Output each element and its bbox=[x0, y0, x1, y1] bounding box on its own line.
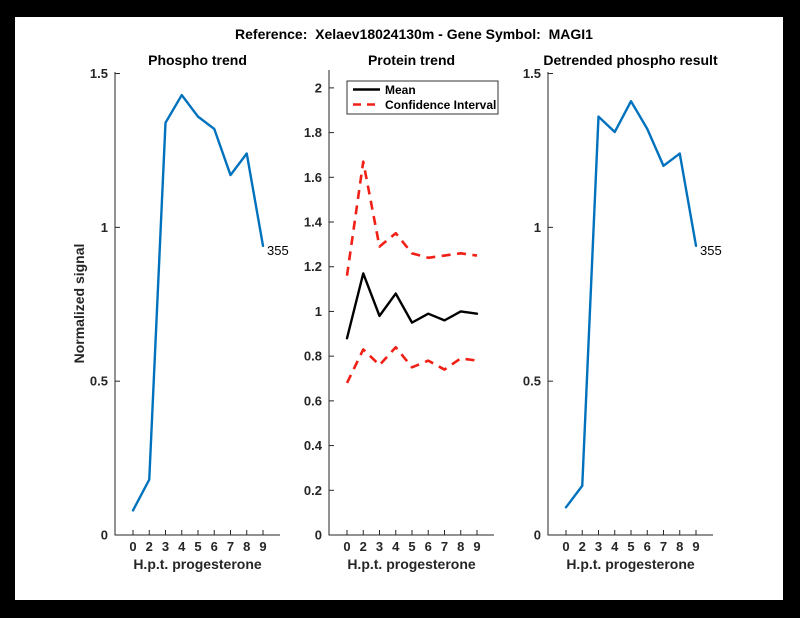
x-tick-label: 3 bbox=[595, 539, 602, 554]
y-axis-label: Normalized signal bbox=[71, 244, 87, 364]
subplot-2: 00.20.40.60.811.21.41.61.820 2 3 4 5 6 7 8 9Prot… bbox=[304, 52, 499, 572]
x-tick-label: 0 bbox=[343, 539, 350, 554]
y-tick-label: 0.6 bbox=[304, 393, 322, 408]
figure-window: Reference: Xelaev18024130m - Gene Symbol… bbox=[15, 17, 783, 600]
y-tick-label: 1.2 bbox=[304, 259, 322, 274]
y-tick-label: 0.8 bbox=[304, 349, 322, 364]
series-confidence-interval-lower bbox=[345, 345, 478, 384]
x-tick-label: 3 bbox=[376, 539, 383, 554]
y-tick-label: 0 bbox=[315, 528, 322, 543]
x-tick-label: 6 bbox=[644, 539, 651, 554]
x-tick-label: 2 bbox=[146, 539, 153, 554]
y-tick-label: 1 bbox=[101, 220, 108, 235]
series-detrended-signal bbox=[564, 100, 698, 509]
x-tick-label: 7 bbox=[227, 539, 234, 554]
y-tick-label: 1.6 bbox=[304, 170, 322, 185]
x-tick-label: 9 bbox=[259, 539, 266, 554]
x-tick-label: 5 bbox=[627, 539, 634, 554]
x-axis-label: H.p.t. progesterone bbox=[347, 556, 476, 572]
subplot-title: Detrended phospho result bbox=[543, 52, 718, 68]
y-tick-label: 1.5 bbox=[90, 66, 108, 81]
y-tick-label: 0.4 bbox=[304, 438, 323, 453]
x-tick-label: 4 bbox=[178, 539, 186, 554]
y-tick-label: 0 bbox=[101, 528, 108, 543]
series-mean bbox=[345, 272, 479, 340]
series-end-label: 355 bbox=[700, 243, 722, 258]
series-confidence-interval-upper bbox=[345, 160, 478, 276]
axes-lines bbox=[114, 72, 280, 536]
x-tick-label: 8 bbox=[457, 539, 464, 554]
series-end-label: 355 bbox=[267, 243, 289, 258]
y-tick-label: 1.4 bbox=[304, 215, 323, 230]
figure-title: Reference: Xelaev18024130m - Gene Symbol… bbox=[235, 26, 593, 42]
axes-lines bbox=[328, 70, 494, 536]
legend-label: Confidence Interval bbox=[385, 98, 496, 112]
x-tick-label: 8 bbox=[243, 539, 250, 554]
x-tick-label: 5 bbox=[408, 539, 415, 554]
y-tick-label: 0.5 bbox=[523, 374, 541, 389]
y-tick-label: 0.2 bbox=[304, 483, 322, 498]
x-tick-label: 7 bbox=[441, 539, 448, 554]
x-tick-label: 2 bbox=[579, 539, 586, 554]
series-phospho-signal bbox=[131, 93, 265, 512]
x-tick-label: 0 bbox=[129, 539, 136, 554]
y-tick-label: 1.8 bbox=[304, 125, 322, 140]
x-tick-label: 9 bbox=[692, 539, 699, 554]
subplot-title: Phospho trend bbox=[148, 52, 247, 68]
y-tick-label: 2 bbox=[315, 80, 322, 95]
y-tick-label: 0 bbox=[534, 528, 541, 543]
x-tick-label: 0 bbox=[562, 539, 569, 554]
x-tick-label: 4 bbox=[611, 539, 619, 554]
legend-label: Mean bbox=[385, 83, 416, 97]
y-tick-label: 1 bbox=[534, 220, 541, 235]
legend-box bbox=[346, 80, 499, 115]
subplot-title: Protein trend bbox=[368, 52, 455, 68]
x-axis-label: H.p.t. progesterone bbox=[133, 556, 262, 572]
y-tick-label: 1 bbox=[315, 304, 322, 319]
x-tick-label: 2 bbox=[360, 539, 367, 554]
x-tick-label: 5 bbox=[194, 539, 201, 554]
x-axis-label: H.p.t. progesterone bbox=[566, 556, 695, 572]
y-tick-label: 0.5 bbox=[90, 374, 108, 389]
x-tick-label: 6 bbox=[211, 539, 218, 554]
x-tick-label: 6 bbox=[425, 539, 432, 554]
x-tick-label: 8 bbox=[676, 539, 683, 554]
x-tick-label: 9 bbox=[473, 539, 480, 554]
y-tick-label: 1.5 bbox=[523, 66, 541, 81]
x-tick-label: 3 bbox=[162, 539, 169, 554]
x-tick-label: 4 bbox=[392, 539, 400, 554]
axes-lines bbox=[547, 72, 713, 536]
x-tick-label: 7 bbox=[660, 539, 667, 554]
